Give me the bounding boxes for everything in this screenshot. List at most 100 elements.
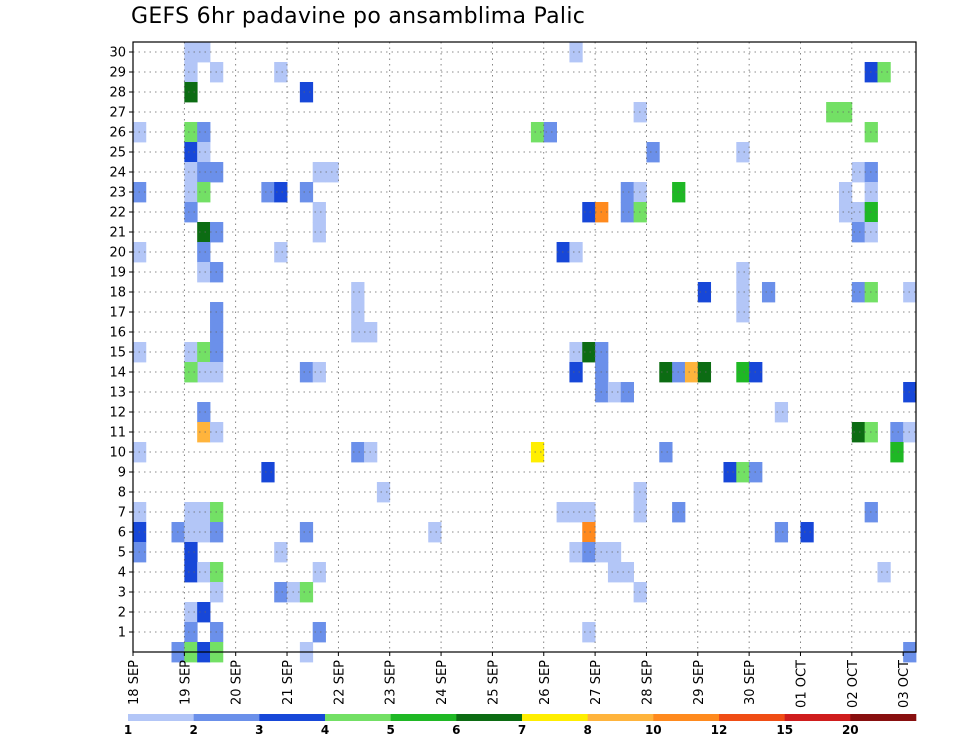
colorbar-segment	[259, 714, 326, 721]
colorbar-label: 12	[711, 723, 728, 737]
x-tick-label: 03 OCT	[897, 660, 912, 708]
y-tick-label: 5	[118, 546, 126, 561]
data-cell	[274, 182, 288, 203]
data-cell	[197, 142, 211, 163]
data-cell	[838, 202, 853, 223]
x-tick-label: 18 SEP	[127, 660, 142, 705]
data-cell	[184, 602, 198, 623]
data-cell	[184, 502, 198, 523]
data-cell	[197, 242, 211, 263]
y-tick-label: 21	[109, 226, 126, 241]
y-tick-label: 14	[109, 366, 126, 381]
x-tick-label: 01 OCT	[795, 660, 810, 708]
data-cell	[851, 422, 866, 443]
y-tick-label: 30	[109, 46, 126, 61]
data-cell	[697, 362, 712, 383]
data-cell	[197, 262, 211, 283]
data-cell	[582, 342, 596, 363]
data-cell	[312, 622, 326, 643]
data-cell	[582, 502, 596, 523]
y-tick-label: 9	[118, 466, 126, 481]
data-cell	[197, 162, 211, 183]
y-tick-label: 27	[109, 106, 126, 121]
data-cell	[197, 522, 211, 543]
y-tick-label: 15	[109, 346, 126, 361]
y-tick-label: 3	[118, 586, 126, 601]
colorbar-segment	[325, 714, 391, 721]
data-cell	[582, 622, 596, 643]
data-cell	[582, 202, 596, 223]
data-cell	[184, 622, 198, 643]
y-tick-label: 23	[109, 186, 126, 201]
colorbar-label: 8	[584, 723, 592, 737]
data-cell	[184, 122, 198, 143]
data-cell	[877, 62, 891, 83]
colorbar-segment	[193, 714, 260, 721]
y-tick-label: 8	[118, 486, 126, 501]
colorbar-segment	[587, 714, 654, 721]
data-cell	[312, 222, 326, 243]
data-cell	[736, 142, 750, 163]
y-tick-label: 26	[109, 126, 126, 141]
data-cell	[197, 182, 211, 203]
y-tick-label: 4	[118, 566, 126, 581]
data-cell	[761, 282, 776, 303]
data-cell	[274, 582, 288, 603]
y-tick-label: 10	[109, 446, 126, 461]
data-cell	[299, 362, 314, 383]
y-tick-label: 16	[109, 326, 126, 341]
data-cell	[184, 62, 198, 83]
data-cell	[890, 442, 904, 463]
data-cell	[274, 242, 288, 263]
data-cell	[299, 182, 314, 203]
colorbar-segment	[784, 714, 851, 721]
colorbar-segment	[456, 714, 523, 721]
data-cell	[607, 382, 622, 403]
colorbar-label: 15	[776, 723, 793, 737]
data-cell	[312, 362, 326, 383]
colorbar-segment	[653, 714, 720, 721]
y-tick-label: 19	[109, 266, 126, 281]
data-cell	[184, 362, 198, 383]
x-tick-label: 25 SEP	[486, 660, 501, 705]
x-tick-label: 20 SEP	[230, 660, 245, 705]
data-cell	[184, 522, 198, 543]
y-tick-label: 24	[109, 166, 126, 181]
data-cell	[890, 422, 904, 443]
data-cell	[620, 202, 635, 223]
data-cell	[620, 382, 635, 403]
x-tick-label: 30 SEP	[743, 660, 758, 705]
y-tick-label: 6	[118, 526, 126, 541]
colorbar-label: 4	[321, 723, 329, 737]
y-tick-label: 29	[109, 66, 126, 81]
colorbar-segment	[719, 714, 785, 721]
data-cell	[312, 562, 326, 583]
x-tick-label: 02 OCT	[846, 660, 861, 708]
data-cell	[697, 282, 712, 303]
data-cell	[312, 162, 326, 183]
data-cell	[197, 602, 211, 623]
data-cell	[838, 102, 853, 123]
y-tick-label: 25	[109, 146, 126, 161]
x-tick-label: 29 SEP	[692, 660, 707, 705]
x-tick-label: 28 SEP	[640, 660, 655, 705]
y-tick-label: 22	[109, 206, 126, 221]
data-cell	[736, 282, 750, 303]
data-cell	[274, 542, 288, 563]
colorbar-label: 1	[124, 723, 132, 737]
data-cell	[299, 82, 314, 103]
x-tick-label: 23 SEP	[384, 660, 399, 705]
data-cell	[184, 42, 198, 63]
data-cell	[184, 162, 198, 183]
data-cell	[851, 202, 866, 223]
data-cell	[723, 462, 737, 483]
data-cell	[197, 222, 211, 243]
data-cell	[197, 422, 211, 443]
data-cell	[582, 522, 596, 543]
colorbar-label: 20	[842, 723, 859, 737]
data-cell	[800, 522, 814, 543]
colorbar-label: 2	[190, 723, 198, 737]
data-cell	[351, 282, 365, 303]
y-tick-label: 13	[109, 386, 126, 401]
